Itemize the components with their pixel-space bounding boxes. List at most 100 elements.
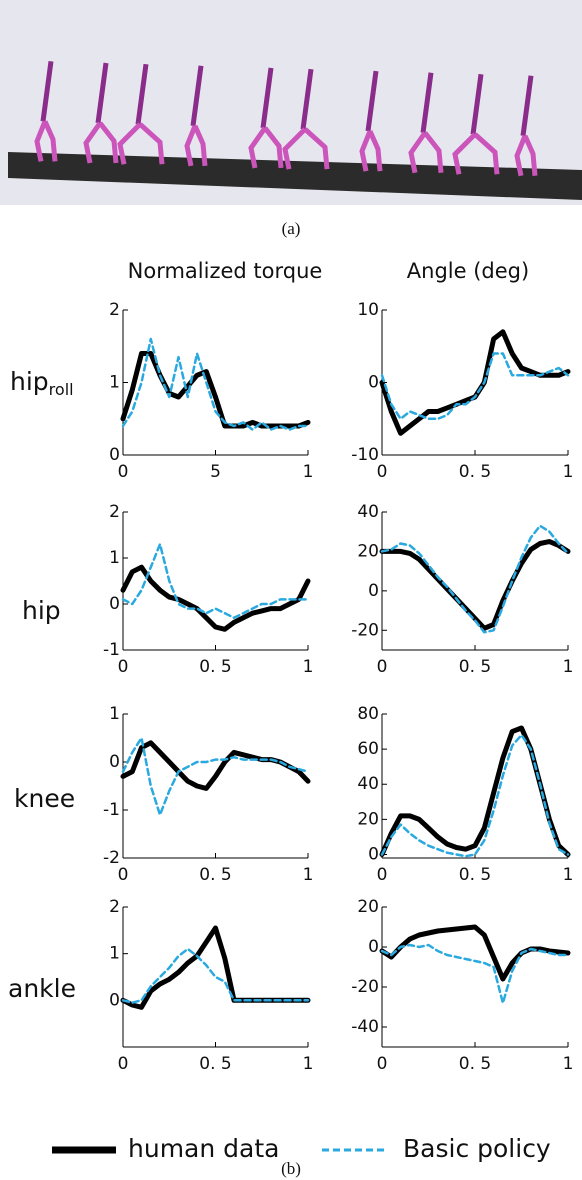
x-tick-label: 0. 5 [459, 1054, 491, 1074]
leg [473, 132, 500, 175]
leg [42, 120, 58, 162]
leg [303, 127, 330, 170]
row-label: ankle [8, 974, 76, 1003]
leg [98, 121, 119, 164]
torso [40, 61, 54, 122]
leg [514, 134, 528, 177]
series-line [379, 329, 571, 436]
leg [184, 124, 198, 167]
x-tick-label: 0. 5 [459, 462, 491, 482]
y-tick-label: -10 [351, 445, 379, 465]
row-label: hip [22, 596, 61, 625]
x-tick-label: 1 [303, 865, 314, 885]
caption-b: (b) [281, 1159, 301, 1178]
series-line [380, 733, 570, 858]
leg [192, 124, 208, 167]
x-tick-label: 0 [377, 657, 388, 677]
leg [83, 121, 103, 164]
series-line [379, 539, 571, 631]
y-tick-label: -40 [351, 1017, 379, 1037]
y-tick-label: 1 [109, 944, 120, 964]
y-tick-label: 0 [368, 937, 379, 957]
x-tick-label: 1 [563, 657, 574, 677]
y-tick-label: 40 [357, 774, 379, 794]
series-line [120, 351, 311, 429]
series-line [121, 542, 310, 620]
series-line [379, 924, 571, 982]
series-line [380, 352, 570, 421]
y-tick-label: 20 [357, 897, 379, 917]
leg [263, 126, 284, 169]
row-label-text: hip [10, 367, 49, 396]
y-tick-label: -1 [103, 640, 120, 660]
x-tick-label: 0. 5 [199, 865, 231, 885]
walkers [34, 61, 538, 177]
series-line [120, 925, 311, 1010]
y-tick-label: 20 [357, 541, 379, 561]
series-line [120, 564, 311, 632]
x-tick-label: 1 [563, 462, 574, 482]
y-tick-label: 20 [357, 809, 379, 829]
y-tick-label: -20 [351, 977, 379, 997]
torso [260, 67, 274, 129]
y-tick-label: 2 [109, 300, 120, 320]
y-tick-label: 0 [368, 844, 379, 864]
torso [95, 62, 109, 124]
y-tick-label: -20 [351, 620, 379, 640]
torso [300, 68, 314, 130]
x-tick-label: 0. 5 [459, 657, 491, 677]
column-title: Angle (deg) [407, 259, 529, 283]
x-tick-label: 0 [377, 865, 388, 885]
series-line [121, 736, 310, 817]
y-tick-label: 60 [357, 739, 379, 759]
series-line [379, 725, 571, 857]
x-tick-label: 0 [118, 865, 129, 885]
caption-a: (a) [282, 219, 301, 238]
y-tick-label: 0 [109, 594, 120, 614]
leg [359, 130, 373, 172]
y-tick-label: -1 [103, 800, 120, 820]
y-tick-label: 40 [357, 502, 379, 522]
leg [408, 131, 428, 174]
y-tick-label: 10 [357, 300, 379, 320]
y-tick-label: 2 [109, 897, 120, 917]
y-tick-label: 1 [109, 704, 120, 724]
series-line [121, 947, 310, 1004]
leg [282, 127, 307, 170]
ground [8, 152, 582, 200]
y-tick-label: -2 [103, 848, 120, 868]
y-tick-label: 1 [109, 373, 120, 393]
torso [190, 65, 204, 127]
leg [34, 120, 48, 162]
x-tick-label: 1 [303, 1054, 314, 1074]
x-tick-label: 0. 5 [199, 1054, 231, 1074]
row-label-sub: roll [49, 380, 74, 399]
y-tick-label: 0 [109, 752, 120, 772]
y-tick-label: 0 [368, 373, 379, 393]
x-tick-label: 0 [377, 1054, 388, 1074]
row-label: hiproll [10, 367, 74, 399]
series-line [121, 337, 310, 431]
x-tick-label: 1 [303, 462, 314, 482]
x-tick-label: 0. 5 [199, 657, 231, 677]
leg [138, 122, 165, 165]
x-tick-label: 0 [377, 462, 388, 482]
torso [420, 72, 434, 134]
y-tick-label: 0 [109, 990, 120, 1010]
column-title: Normalized torque [128, 259, 323, 283]
y-tick-label: 2 [109, 502, 120, 522]
legend-label: human data [128, 1134, 279, 1163]
x-tick-label: 5 [210, 462, 221, 482]
torso [365, 70, 379, 132]
torso [470, 73, 484, 135]
y-tick-label: 0 [109, 445, 120, 465]
leg [452, 132, 477, 175]
row-label: knee [14, 784, 75, 813]
y-tick-label: 1 [109, 548, 120, 568]
leg [522, 134, 538, 176]
legend-label: Basic policy [403, 1134, 551, 1163]
series-line [380, 524, 570, 634]
y-tick-label: 0 [368, 581, 379, 601]
leg [117, 122, 142, 165]
